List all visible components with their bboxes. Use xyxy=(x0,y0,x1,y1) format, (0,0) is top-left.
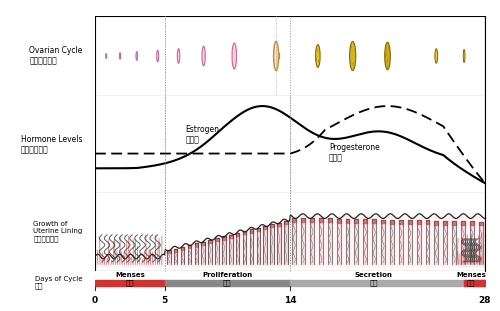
Text: Growth of
Uterine Lining
子宮內膜周期: Growth of Uterine Lining 子宮內膜周期 xyxy=(33,221,82,242)
Ellipse shape xyxy=(464,49,465,63)
Text: Proliferation
生長: Proliferation 生長 xyxy=(202,272,252,286)
Circle shape xyxy=(156,50,158,62)
Circle shape xyxy=(278,53,280,59)
Circle shape xyxy=(232,43,236,69)
Text: Hormone Levels
激素分泌水平: Hormone Levels 激素分泌水平 xyxy=(21,135,82,154)
Ellipse shape xyxy=(350,41,356,71)
Text: Secretion
分泌: Secretion 分泌 xyxy=(354,272,393,286)
Text: Days of Cycle
日數: Days of Cycle 日數 xyxy=(35,276,82,289)
Text: 5: 5 xyxy=(162,295,168,304)
Ellipse shape xyxy=(384,42,390,70)
Text: 28: 28 xyxy=(478,295,491,304)
Text: 0: 0 xyxy=(92,295,98,304)
Text: Progesterone
孕激素: Progesterone 孕激素 xyxy=(329,143,380,162)
Text: Ovarian Cycle
卵泡生長周期: Ovarian Cycle 卵泡生長周期 xyxy=(29,46,82,66)
Text: Menses
行經: Menses 行經 xyxy=(456,272,486,286)
Ellipse shape xyxy=(435,49,438,63)
Circle shape xyxy=(274,41,278,71)
Text: Estrogen
雌激素: Estrogen 雌激素 xyxy=(186,125,220,145)
Text: Menses
行經: Menses 行經 xyxy=(115,272,145,286)
Ellipse shape xyxy=(316,45,320,67)
Text: 14: 14 xyxy=(284,295,296,304)
Circle shape xyxy=(136,52,138,60)
Circle shape xyxy=(202,46,205,66)
Circle shape xyxy=(178,49,180,63)
